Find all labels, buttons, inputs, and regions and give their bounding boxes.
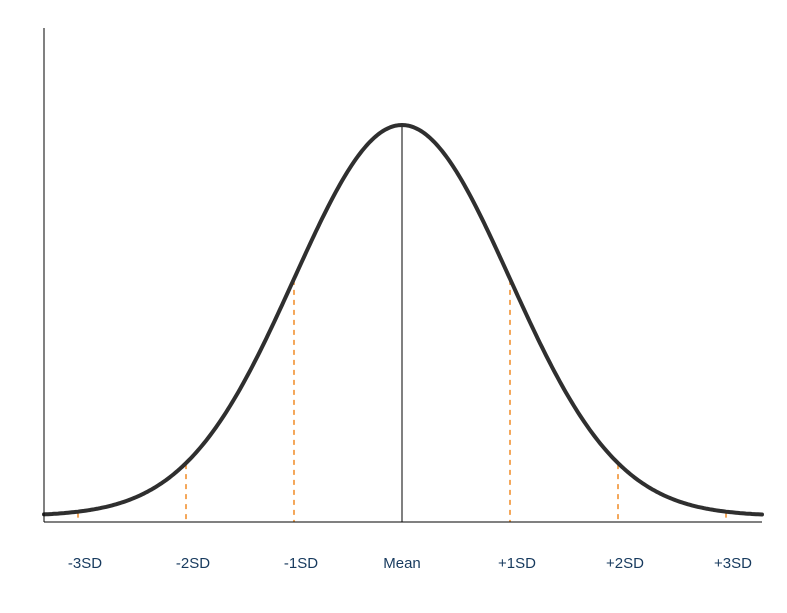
x-label-p1: +1SD [498,555,536,572]
x-label-p2: +2SD [606,555,644,572]
x-label-m2: -2SD [176,555,210,572]
normal-distribution-chart: -3SD -2SD -1SD Mean +1SD +2SD +3SD [0,0,787,608]
x-label-mean: Mean [383,555,421,572]
x-label-m1: -1SD [284,555,318,572]
x-label-m3: -3SD [68,555,102,572]
chart-svg [0,0,787,608]
x-label-p3: +3SD [714,555,752,572]
